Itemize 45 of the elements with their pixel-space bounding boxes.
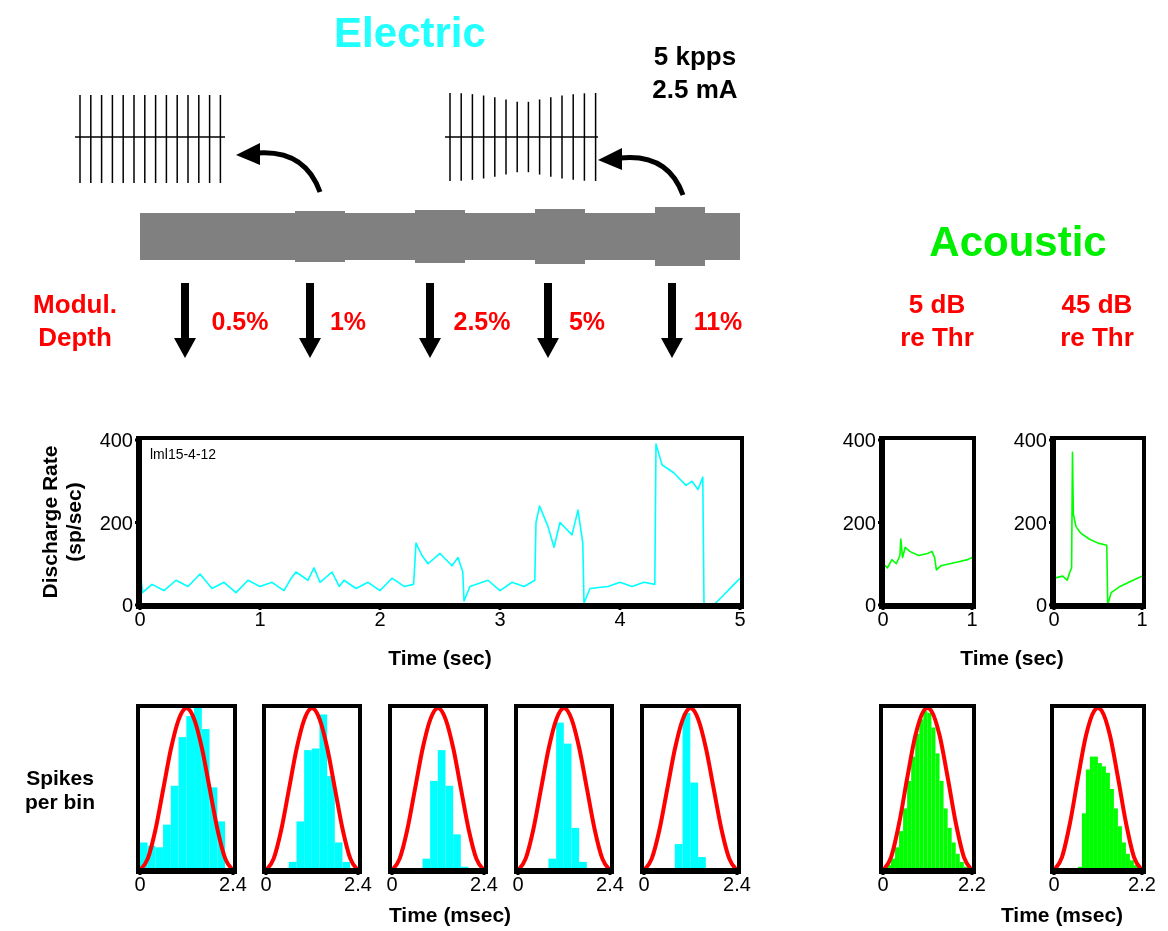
- y-axis-title: Spikes per bin: [24, 764, 96, 815]
- x-tick-label: 3: [494, 608, 506, 631]
- y-tick-label: 400: [99, 429, 133, 452]
- text: 5 dB re Thr: [899, 287, 975, 353]
- x-tick-label: 0: [512, 873, 524, 896]
- text: Modul. Depth: [32, 287, 118, 353]
- x-tick-label: 2.2: [958, 873, 986, 896]
- x-tick-label: 5: [734, 608, 746, 631]
- y-tick-label: 0: [121, 594, 133, 617]
- text: 5%: [567, 306, 607, 338]
- annotation: lml15-4-12: [150, 446, 217, 462]
- y-tick-label: 200: [1013, 511, 1047, 534]
- x-tick-label: 0: [260, 873, 272, 896]
- x-tick-label: 2.4: [470, 873, 498, 896]
- x-tick-label: 1: [1136, 608, 1148, 631]
- x-axis-title: Time (sec): [959, 646, 1065, 670]
- text: 1%: [328, 306, 368, 338]
- x-axis-title: Time (sec): [387, 646, 493, 670]
- text: 0.5%: [210, 306, 270, 338]
- x-tick-label: 2: [374, 608, 386, 631]
- text: 11%: [692, 306, 744, 338]
- y-tick-label: 0: [1035, 594, 1047, 617]
- x-tick-label: 0: [638, 873, 650, 896]
- x-tick-label: 2.2: [1128, 873, 1156, 896]
- y-tick-label: 200: [842, 511, 876, 534]
- x-tick-label: 0: [386, 873, 398, 896]
- x-tick-label: 1: [966, 608, 978, 631]
- text: 45 dB re Thr: [1059, 287, 1135, 353]
- x-axis-title: Time (msec): [999, 903, 1125, 927]
- x-tick-label: 2.4: [596, 873, 624, 896]
- y-axis-title: Discharge Rate (sp/sec): [36, 444, 86, 601]
- text: 2.5%: [452, 306, 512, 338]
- x-tick-label: 4: [614, 608, 626, 631]
- x-tick-label: 1: [254, 608, 266, 631]
- text: 5 kpps 2.5 mA: [651, 39, 739, 105]
- y-tick-label: 200: [99, 511, 133, 534]
- y-tick-label: 400: [1013, 429, 1047, 452]
- text: Acoustic: [928, 216, 1108, 267]
- text: Electric: [333, 7, 487, 58]
- x-tick-label: 2.4: [219, 873, 247, 896]
- x-tick-label: 2.4: [723, 873, 751, 896]
- x-tick-label: 2.4: [344, 873, 372, 896]
- y-tick-label: 0: [864, 594, 876, 617]
- y-tick-label: 400: [842, 429, 876, 452]
- x-axis-title: Time (msec): [387, 903, 513, 927]
